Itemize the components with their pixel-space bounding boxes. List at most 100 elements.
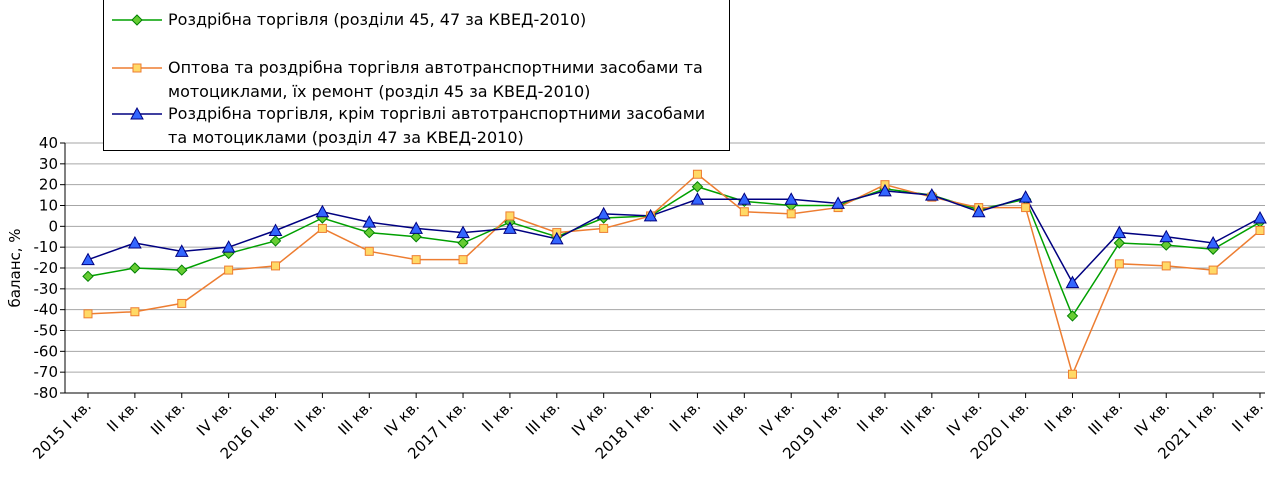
y-tick-label: 40 [39,134,58,152]
marker [315,204,330,218]
series-line [87,173,1261,377]
marker [457,237,469,249]
x-tick-label: IV кв. [943,397,986,440]
marker [691,181,704,193]
marker [364,246,374,256]
marker [83,309,93,319]
marker [317,223,327,233]
x-tick-label: II кв. [478,397,516,435]
marker [132,63,142,73]
marker [690,192,705,205]
x-tick-label: III кв. [897,397,939,439]
y-axis-label: баланс, % [6,228,24,307]
x-tick-label: III кв. [710,397,752,439]
marker [1206,235,1220,249]
x-tick-label: II кв. [853,397,891,435]
legend-entry: Роздрібна торгівля, крім торгівлі автотр… [112,102,728,150]
marker [458,255,468,265]
marker [786,209,796,219]
marker [410,231,422,243]
marker [81,252,95,266]
x-tick-label: II кв. [103,397,141,435]
x-tick-label: II кв. [291,397,329,435]
series-line [87,185,1261,318]
marker [1160,239,1172,251]
marker [409,221,424,234]
legend-label: Роздрібна торгівля, крім торгівлі автотр… [168,104,706,147]
marker [131,14,143,26]
legend-icon [112,106,162,120]
x-tick-label: IV кв. [193,397,236,440]
marker [1065,275,1080,289]
marker [176,264,188,276]
marker [129,262,141,274]
marker [456,225,470,239]
marker [177,298,187,308]
marker [174,244,189,257]
legend-entry: Оптова та роздрібна торгівля автотранспо… [112,56,728,104]
marker [596,206,611,220]
marker [1067,369,1077,379]
marker [82,270,94,283]
marker [505,211,515,221]
marker [130,106,144,120]
x-tick-label: II кв. [1041,397,1079,435]
y-tick-label: -30 [34,280,59,298]
x-tick-label: III кв. [522,397,564,439]
marker [1018,190,1033,203]
legend-icon [112,63,162,73]
x-tick-label: III кв. [147,397,189,439]
marker [411,255,421,265]
x-tick-label: II кв. [666,397,704,435]
marker [130,307,140,317]
marker [362,215,377,228]
marker [1112,225,1127,239]
y-tick-label: -10 [34,238,59,256]
y-tick-label: -60 [34,342,59,360]
marker [831,196,845,209]
y-tick-label: -50 [34,322,59,340]
marker [221,240,236,253]
marker [784,192,799,205]
marker [1114,259,1124,269]
y-tick-label: -40 [34,301,59,319]
marker [549,231,564,245]
marker [128,235,142,249]
legend-label: Оптова та роздрібна торгівля автотранспо… [168,58,703,101]
legend-icon [112,14,162,26]
marker [271,261,281,271]
series-line [87,190,1261,284]
y-tick-label: 0 [48,217,58,235]
legend-entry: Роздрібна торгівля (розділи 45, 47 за КВ… [112,8,728,32]
marker [1208,265,1218,275]
marker [692,169,702,179]
marker [224,265,234,275]
y-tick-label: 20 [39,176,58,194]
marker [1113,237,1126,249]
x-tick-label: IV кв. [380,397,423,440]
marker [363,226,375,239]
marker [1021,203,1031,213]
marker [503,221,517,234]
marker [971,204,986,218]
marker [268,223,283,236]
marker [737,192,752,205]
marker [1161,261,1171,271]
x-tick-label: IV кв. [568,397,611,440]
marker [1253,210,1267,224]
x-tick-label: II кв. [1228,397,1266,435]
legend: Роздрібна торгівля (розділи 45, 47 за КВ… [103,0,730,151]
y-tick-label: 10 [39,197,58,215]
y-tick-label: 30 [39,155,58,173]
y-tick-label: -70 [34,363,59,381]
x-tick-label: III кв. [1085,397,1127,439]
marker [739,207,749,217]
marker [878,183,892,197]
marker [599,223,609,233]
marker [1066,310,1079,322]
x-tick-label: III кв. [335,397,377,439]
marker [643,208,658,222]
marker [1159,229,1174,243]
